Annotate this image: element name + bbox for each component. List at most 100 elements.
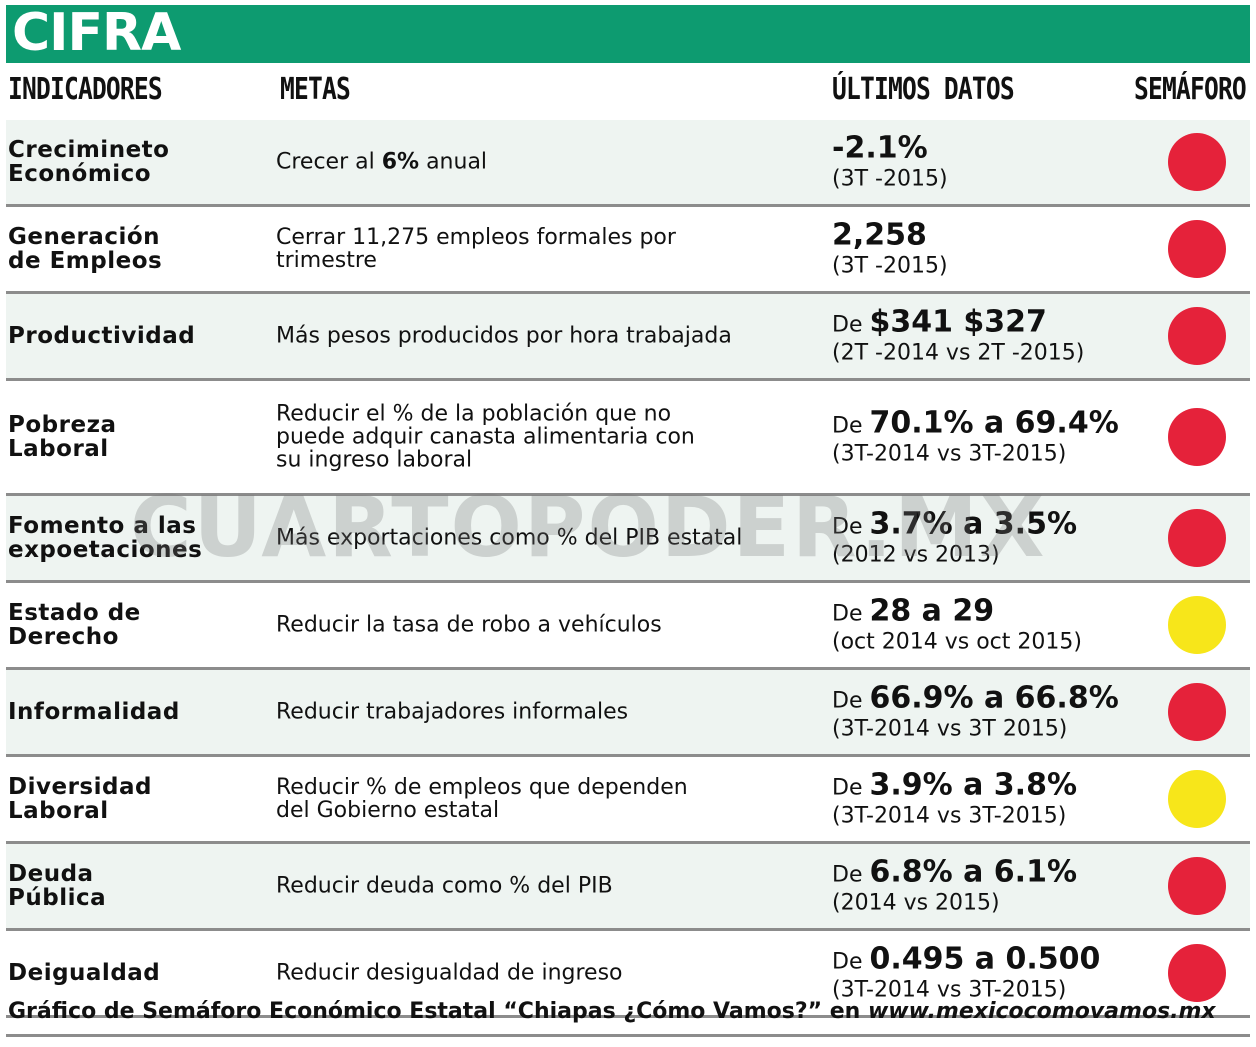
latest-data-prefix: De	[832, 688, 870, 714]
goal-text-bold: 6%	[381, 149, 420, 175]
latest-data-period: (2T -2014 vs 2T -2015)	[832, 340, 1085, 366]
header-indicadores: INDICADORES	[8, 72, 163, 107]
traffic-light-red-icon	[1168, 133, 1226, 191]
indicator-name-line: Laboral	[8, 436, 109, 462]
table-row: Estado de Derecho Reducir la tasa de robo …	[6, 583, 1250, 670]
goal-text-part: anual	[419, 149, 488, 175]
indicator-name-line: Crecimineto	[8, 137, 170, 163]
footer-url[interactable]: www.mexicocomovamos.mx	[867, 999, 1216, 1024]
latest-data-prefix: De	[832, 775, 870, 801]
indicator-name-line: de Empleos	[8, 248, 163, 274]
goal-text: Más pesos producidos por hora trabajada	[276, 325, 816, 348]
traffic-light-red-icon	[1168, 857, 1226, 915]
indicator-name: Productividad	[8, 324, 258, 348]
table-row: Productividad Más pesos producidos por ho…	[6, 294, 1250, 381]
indicator-name-line: Pobreza	[8, 412, 117, 438]
indicator-name-line: Fomento a las	[8, 513, 197, 539]
latest-data-number: 66.9% a 66.8%	[869, 680, 1119, 716]
indicator-name: Fomento a las expoetaciones	[8, 514, 258, 562]
latest-data-value: De 3.7% a 3.5%	[832, 506, 1142, 544]
title-bar: CIFRA	[6, 3, 1250, 63]
traffic-light-red-icon	[1168, 408, 1226, 466]
latest-data-number: 3.9% a 3.8%	[869, 767, 1078, 803]
latest-data-value: De 70.1% a 69.4%	[832, 405, 1142, 443]
indicator-name-line: Estado de	[8, 600, 141, 626]
indicator-name: Deuda Pública	[8, 862, 258, 910]
latest-data-prefix: De	[832, 601, 870, 627]
goal-text: Reducir la tasa de robo a vehículos	[276, 614, 816, 637]
goal-text-line: su ingreso laboral	[276, 447, 473, 473]
indicator-name: Pobreza Laboral	[8, 413, 258, 461]
goal-text: Crecer al 6% anual	[276, 151, 816, 174]
indicator-name: Generación de Empleos	[8, 225, 258, 273]
latest-data-prefix: De	[832, 413, 870, 439]
table-row: Deigualdad Reducir desigualdad de ingreso…	[6, 931, 1250, 1018]
latest-data-period: (3T-2014 vs 3T-2015)	[832, 441, 1067, 467]
indicator-name-line: Económico	[8, 161, 152, 187]
indicator-name-line: Deuda	[8, 861, 94, 887]
goal-text-line: Reducir el % de la población que no	[276, 401, 672, 427]
latest-data-prefix: De	[832, 949, 870, 975]
table-row: Generación de Empleos Cerrar 11,275 empleo…	[6, 207, 1250, 294]
traffic-light-red-icon	[1168, 944, 1226, 1002]
latest-data-number: 70.1% a 69.4%	[869, 405, 1119, 441]
table-row: Fomento a las expoetaciones Más exportacio…	[6, 496, 1250, 583]
latest-data-period: (2012 vs 2013)	[832, 542, 1000, 568]
header-ultimos-datos: ÚLTIMOS DATOS	[832, 72, 1015, 107]
latest-data: De 70.1% a 69.4% (3T-2014 vs 3T-2015)	[832, 405, 1142, 467]
table-row: Deuda Pública Reducir deuda como % del PIB…	[6, 844, 1250, 931]
latest-data-number: 0.495 a 0.500	[869, 941, 1101, 977]
latest-data-value: 2,258	[832, 219, 1142, 255]
goal-text-line: Más exportaciones como % del PIB estatal	[276, 525, 743, 551]
indicator-name-line: Derecho	[8, 624, 119, 650]
latest-data-period: (3T -2015)	[832, 253, 948, 279]
latest-data-period: (3T-2014 vs 3T-2015)	[832, 977, 1067, 1003]
latest-data-prefix: De	[832, 514, 870, 540]
indicator-name: Deigualdad	[8, 961, 258, 985]
latest-data-period: (3T-2014 vs 3T 2015)	[832, 716, 1068, 742]
goal-text-line: Más pesos producidos por hora trabajada	[276, 323, 732, 349]
latest-data-number: $341 $327	[869, 304, 1047, 340]
traffic-light-red-icon	[1168, 509, 1226, 567]
indicator-name-line: Informalidad	[8, 699, 180, 725]
indicator-name-line: expoetaciones	[8, 537, 203, 563]
latest-data: De 3.7% a 3.5% (2012 vs 2013)	[832, 506, 1142, 568]
latest-data-value: -2.1%	[832, 132, 1142, 168]
page-title: CIFRA	[12, 3, 181, 63]
traffic-light-red-icon	[1168, 220, 1226, 278]
latest-data-value: De $341 $327	[832, 304, 1142, 342]
latest-data-period: (oct 2014 vs oct 2015)	[832, 629, 1082, 655]
indicator-name: Estado de Derecho	[8, 601, 258, 649]
goal-text-line: Cerrar 11,275 empleos formales por	[276, 225, 676, 250]
latest-data: De 28 a 29 (oct 2014 vs oct 2015)	[832, 593, 1142, 655]
goal-text-part: Crecer al	[276, 149, 382, 175]
goal-text-line: trimestre	[276, 248, 377, 273]
latest-data-value: De 66.9% a 66.8%	[832, 680, 1142, 718]
latest-data-number: 3.7% a 3.5%	[869, 506, 1078, 542]
indicator-name-line: Deigualdad	[8, 960, 161, 986]
latest-data-value: De 28 a 29	[832, 593, 1142, 631]
footer-caption: Gráfico de Semáforo Económico Estatal “C…	[8, 999, 1248, 1024]
latest-data: -2.1% (3T -2015)	[832, 132, 1142, 192]
indicator-name: Informalidad	[8, 700, 258, 724]
table-header: INDICADORES METAS ÚLTIMOS DATOS SEMÁFORO	[0, 70, 1256, 118]
latest-data-value: De 3.9% a 3.8%	[832, 767, 1142, 805]
traffic-light-yellow-icon	[1168, 596, 1226, 654]
indicator-name: Diversidad Laboral	[8, 775, 258, 823]
indicator-name: Crecimineto Económico	[8, 138, 258, 186]
latest-data: 2,258 (3T -2015)	[832, 219, 1142, 279]
goal-text-line: Reducir la tasa de robo a vehículos	[276, 612, 662, 638]
table-row: Pobreza Laboral Reducir el % de la poblaci…	[6, 381, 1250, 496]
latest-data-prefix: De	[832, 312, 870, 338]
traffic-light-red-icon	[1168, 683, 1226, 741]
latest-data-number: 28 a 29	[869, 593, 995, 629]
goal-text: Reducir deuda como % del PIB	[276, 875, 816, 898]
traffic-light-red-icon	[1168, 307, 1226, 365]
goal-text: Cerrar 11,275 empleos formales por trimes…	[276, 226, 816, 272]
goal-text: Reducir el % de la población que no puede…	[276, 403, 816, 472]
latest-data: De 6.8% a 6.1% (2014 vs 2015)	[832, 856, 1142, 916]
header-metas: METAS	[280, 72, 351, 107]
table-row: Crecimineto Económico Crecer al 6% anual -2…	[6, 120, 1250, 207]
goal-text: Más exportaciones como % del PIB estatal	[276, 527, 816, 550]
latest-data: De $341 $327 (2T -2014 vs 2T -2015)	[832, 304, 1142, 366]
